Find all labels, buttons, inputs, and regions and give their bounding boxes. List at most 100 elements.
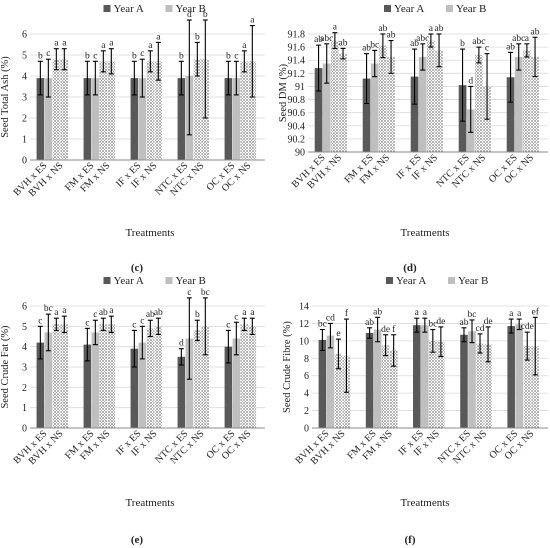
significance-letter: b bbox=[460, 39, 465, 49]
bar-ns-year-a bbox=[146, 61, 155, 160]
significance-letter: bc bbox=[318, 320, 327, 330]
significance-letter: a bbox=[156, 32, 161, 42]
y-tick-label: 91.2 bbox=[288, 69, 306, 80]
bar-ns-year-a bbox=[193, 59, 202, 161]
significance-letter: a bbox=[423, 308, 428, 318]
legend-label: Year B bbox=[458, 275, 488, 287]
significance-letter: c bbox=[85, 318, 89, 328]
bar-ns-year-b bbox=[531, 56, 539, 152]
legend-swatch-year-a bbox=[384, 5, 391, 12]
y-tick-label: 0 bbox=[304, 424, 309, 435]
significance-letter: ab bbox=[99, 308, 108, 318]
significance-letter: c bbox=[226, 320, 230, 330]
bar-es-year-a bbox=[365, 333, 374, 428]
bar-es-year-a bbox=[36, 342, 45, 428]
bar-es-year-a bbox=[36, 78, 45, 160]
x-axis-label: Treatments bbox=[400, 497, 449, 509]
bar-ns-year-a bbox=[476, 343, 484, 428]
significance-letter: bc bbox=[44, 304, 53, 314]
significance-letter: ab bbox=[531, 27, 540, 37]
bar-es-year-a bbox=[314, 68, 323, 152]
bar-es-year-a bbox=[83, 344, 92, 428]
significance-letter: ab bbox=[365, 318, 374, 328]
significance-letter: d bbox=[468, 76, 473, 86]
bar-ns-year-a bbox=[334, 353, 343, 428]
y-tick-label: 6 bbox=[304, 371, 309, 382]
bar-es-year-b bbox=[138, 78, 147, 160]
legend-label: Year A bbox=[114, 3, 144, 15]
bar-ns-year-b bbox=[387, 56, 395, 152]
significance-letter: a bbox=[333, 23, 338, 33]
significance-letter: b bbox=[203, 10, 208, 20]
legend-label: Year B bbox=[176, 275, 206, 287]
legend-label: Year B bbox=[456, 3, 486, 15]
y-tick-label: 90.8 bbox=[288, 95, 306, 106]
significance-letter: abc bbox=[472, 37, 485, 47]
bar-ns-year-a bbox=[99, 324, 108, 428]
significance-letter: ab bbox=[146, 310, 155, 320]
significance-letter: bc bbox=[201, 288, 210, 298]
significance-letter: a bbox=[109, 306, 114, 316]
bar-ns-year-b bbox=[154, 61, 163, 160]
significance-letter: c bbox=[46, 49, 50, 59]
legend-swatch-year-b bbox=[165, 5, 173, 12]
bar-ns-year-a bbox=[475, 54, 483, 152]
bar-ns-year-a bbox=[52, 59, 61, 161]
bar-es-year-b bbox=[185, 338, 194, 428]
significance-letter: b bbox=[38, 51, 43, 61]
significance-letter: b bbox=[226, 51, 231, 61]
y-tick-label: 91.4 bbox=[288, 56, 306, 67]
significance-letter: ab bbox=[410, 39, 419, 49]
significance-letter: cd bbox=[476, 324, 485, 334]
significance-letter: b bbox=[195, 32, 200, 42]
significance-letter: a bbox=[62, 306, 67, 316]
significance-letter: ef bbox=[532, 306, 540, 317]
significance-letter: b bbox=[179, 51, 184, 61]
y-axis-label: Seed Crude Fat (%) bbox=[0, 325, 11, 409]
y-tick-label: 91 bbox=[295, 82, 305, 93]
significance-letter: bc bbox=[370, 40, 379, 50]
significance-letter: c bbox=[140, 49, 144, 59]
chart-panel-1: 90 90.2 90.4 90.6 90.8 91 91.2 91.4 91.6 91.8 Seed… bbox=[278, 3, 548, 274]
y-axis-label: Seed Total Ash (%) bbox=[0, 56, 11, 138]
bar-ns-year-b bbox=[248, 326, 257, 428]
bar-es-year-b bbox=[44, 78, 53, 160]
significance-letter: c bbox=[132, 320, 136, 330]
bar-es-year-b bbox=[91, 332, 100, 428]
legend-label: Year A bbox=[114, 275, 144, 287]
y-tick-label: 10 bbox=[299, 336, 309, 347]
bar-es-year-a bbox=[362, 78, 371, 152]
significance-letter: c bbox=[38, 316, 42, 326]
significance-letter: c bbox=[140, 316, 144, 326]
bar-ns-year-a bbox=[427, 40, 435, 152]
bar-ns-year-b bbox=[531, 346, 540, 428]
significance-letter: bc bbox=[468, 310, 477, 320]
x-axis-label: Treatments bbox=[400, 227, 449, 239]
bar-es-year-a bbox=[224, 78, 233, 160]
significance-letter: d bbox=[179, 339, 184, 349]
bar-es-year-b bbox=[418, 56, 427, 152]
bar-es-year-a bbox=[177, 78, 186, 160]
significance-letter: a bbox=[415, 308, 420, 318]
y-tick-label: 90 bbox=[295, 148, 305, 159]
significance-letter: c bbox=[234, 312, 238, 322]
significance-letter: abc bbox=[416, 34, 429, 44]
significance-letter: a bbox=[429, 24, 434, 34]
significance-letter: abc bbox=[320, 34, 333, 44]
bar-es-year-b bbox=[370, 63, 379, 152]
bar-es-year-b bbox=[514, 56, 523, 152]
y-tick-label: 3 bbox=[22, 93, 27, 104]
significance-letter: c bbox=[93, 310, 97, 320]
significance-letter: ab bbox=[362, 44, 371, 54]
bar-ns-year-b bbox=[389, 350, 398, 428]
bar-ns-year-a bbox=[523, 346, 532, 428]
bar-ns-year-a bbox=[379, 45, 387, 152]
significance-letter: ab bbox=[373, 307, 382, 317]
y-tick-label: 90.6 bbox=[288, 108, 306, 119]
y-tick-label: 1 bbox=[22, 135, 27, 146]
y-tick-label: 1 bbox=[22, 403, 27, 414]
significance-letter: e bbox=[336, 329, 340, 339]
bar-es-year-b bbox=[44, 332, 53, 428]
